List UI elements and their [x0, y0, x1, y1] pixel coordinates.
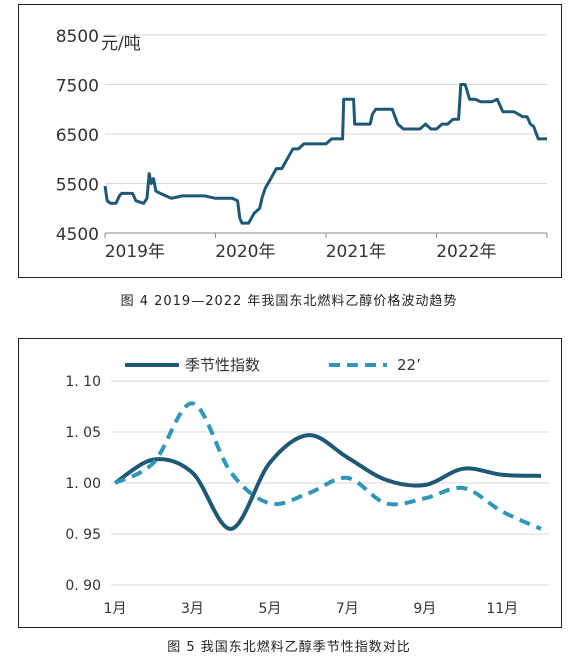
c2-y-tick-label: 1. 00 [65, 476, 101, 492]
c2-y-tick-label: 0. 90 [65, 578, 101, 594]
price-trend-chart: 4500 5500 6500 7500 8500 2019年 2020年 2021年 2022年… [56, 27, 548, 262]
figure-4-caption: 图 4 2019—2022 年我国东北燃料乙醇价格波动趋势 [120, 294, 458, 309]
c1-x-tick-label: 2022年 [436, 242, 496, 262]
c2-y-tick-label: 1. 10 [65, 374, 101, 390]
c1-price-line [103, 83, 547, 225]
c2-series [113, 401, 542, 531]
c1-y-tick-label: 6500 [56, 126, 99, 146]
c2-x-tick-label: 3月 [181, 601, 204, 617]
c2-22-line [114, 401, 542, 531]
c2-axes: 0. 90 0. 95 1. 00 1. 05 1. 10 1月 3月 5月 7月 9月 11月 [65, 374, 518, 617]
c2-x-tick-label: 1月 [104, 601, 127, 617]
c2-x-tick-label: 11月 [486, 601, 518, 617]
c2-seasonal-index-line [113, 433, 542, 531]
figure-5-caption: 图 5 我国东北燃料乙醇季节性指数对比 [167, 640, 411, 655]
c2-legend: 季节性指数 22’ [125, 356, 421, 374]
seasonal-index-chart-panel: 0. 90 0. 95 1. 00 1. 05 1. 10 1月 3月 5月 7月 9月 11月 季… [18, 338, 562, 628]
c2-x-tick-label: 5月 [258, 601, 281, 617]
c2-y-tick-label: 1. 05 [65, 425, 101, 441]
legend-label-22: 22’ [397, 356, 421, 374]
c1-y-tick-label: 4500 [56, 225, 99, 245]
c1-series [103, 83, 547, 225]
c1-x-tick-label: 2019年 [105, 242, 165, 262]
c1-x-tick-label: 2021年 [326, 242, 386, 262]
c2-x-tick-label: 7月 [336, 601, 359, 617]
c1-gridlines [105, 34, 547, 184]
seasonal-index-chart: 0. 90 0. 95 1. 00 1. 05 1. 10 1月 3月 5月 7月 9月 11月 季… [65, 356, 549, 617]
c2-x-tick-label: 9月 [413, 601, 436, 617]
c1-y-tick-label: 7500 [56, 77, 99, 97]
c1-x-tick-label: 2020年 [215, 242, 275, 262]
c1-y-tick-label: 5500 [56, 176, 99, 196]
c1-unit-label: 元/吨 [101, 34, 141, 54]
c2-y-tick-label: 0. 95 [65, 527, 101, 543]
legend-label-seasonal-index: 季节性指数 [185, 356, 260, 374]
c1-axes: 4500 5500 6500 7500 8500 2019年 2020年 2021年 2022年 [56, 27, 548, 262]
price-trend-chart-panel: 4500 5500 6500 7500 8500 2019年 2020年 2021年 2022年… [18, 4, 562, 278]
c1-y-tick-label: 8500 [56, 27, 99, 47]
